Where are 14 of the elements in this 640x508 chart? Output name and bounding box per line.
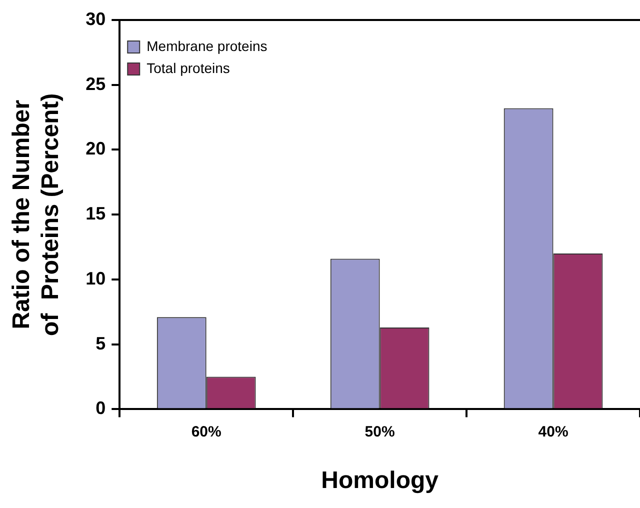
y-axis-title: Ratio of the Number of Proteins (Percent) xyxy=(8,93,64,336)
y-tick-label: 25 xyxy=(86,74,106,94)
x-axis-title: Homology xyxy=(321,467,440,494)
x-tick-label: 50% xyxy=(364,423,395,440)
x-tick-label: 40% xyxy=(538,423,568,440)
x-tick-label: 60% xyxy=(191,423,222,440)
y-tick-label: 5 xyxy=(96,333,106,354)
y-tick-label: 20 xyxy=(86,138,106,159)
y-tick-label: 0 xyxy=(96,398,106,418)
y-tick-label: 30 xyxy=(86,8,106,29)
legend-label: Total proteins xyxy=(146,60,230,76)
legend-label: Membrane proteins xyxy=(146,38,268,54)
y-tick-label: 10 xyxy=(86,268,106,288)
y-tick-label: 15 xyxy=(86,204,106,224)
